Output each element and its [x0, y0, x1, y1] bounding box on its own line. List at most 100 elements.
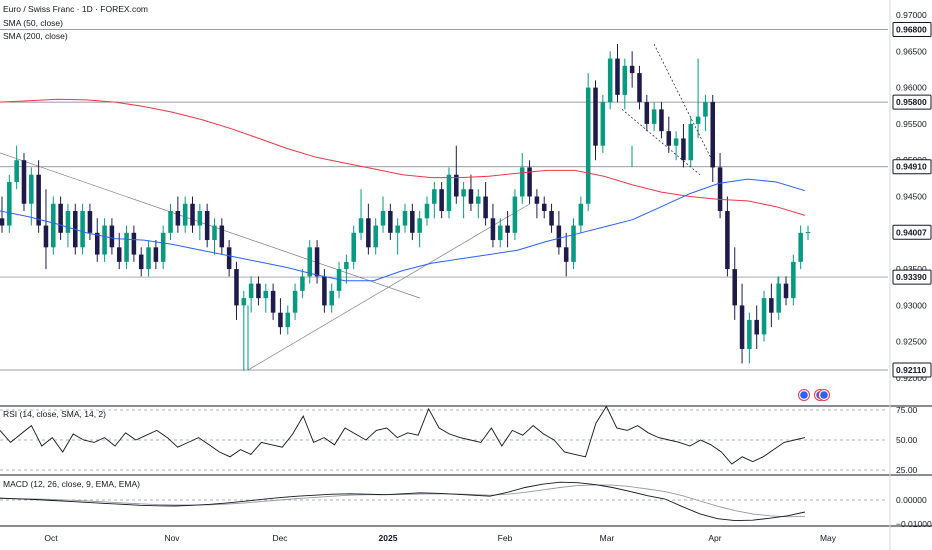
price-label-box	[892, 224, 932, 240]
candle-body	[226, 247, 232, 270]
candle-body	[703, 102, 708, 117]
price-tick-label: 0.97000	[896, 10, 927, 20]
price-label-box	[892, 159, 932, 175]
candle-body	[651, 109, 657, 124]
candle-body	[344, 261, 349, 270]
price-tick-label: 0.95500	[896, 119, 927, 129]
candle-body	[307, 247, 313, 277]
price-tick-label: 0.94500	[896, 192, 927, 202]
candle-body	[497, 225, 503, 241]
time-axis-label: Mar	[600, 533, 615, 543]
candle-body	[417, 218, 422, 233]
price-tick-label: 0.93000	[896, 300, 927, 310]
rsi-tick-label: 75.00	[896, 405, 918, 415]
candle-body	[285, 312, 291, 328]
candle-body	[732, 269, 737, 306]
descending-trendline	[0, 152, 421, 299]
candle-body	[585, 87, 591, 204]
candle-body	[87, 211, 93, 233]
candle-body	[615, 58, 620, 95]
candle-body	[747, 319, 752, 349]
macd-legend: MACD (12, 26, close, 9, EMA, EMA)	[3, 479, 140, 489]
candle-body	[432, 189, 437, 204]
ascending-trendline	[247, 203, 531, 371]
price-level-label: 0.92110	[896, 365, 927, 375]
candle-body	[468, 189, 474, 204]
candle-body	[292, 290, 298, 313]
price-tick-label: 0.92000	[896, 373, 927, 383]
macd-tick-label: −0.01000	[896, 519, 932, 529]
candle-body	[109, 225, 115, 248]
legend-sma50[interactable]: SMA (50, close)	[3, 18, 63, 28]
rsi-legend: RSI (14, close, SMA, 14, 2)	[3, 409, 106, 419]
candle-body	[776, 283, 781, 313]
candle-body	[36, 174, 41, 226]
candle-body	[534, 196, 540, 204]
price-level-label: 0.96800	[896, 25, 927, 35]
candle-body	[490, 218, 496, 241]
candle-body	[454, 174, 459, 197]
price-label-box	[892, 269, 932, 285]
candle-body	[58, 203, 63, 233]
macd-line	[0, 481, 806, 522]
price-tick-label: 0.96500	[896, 46, 927, 56]
candle-body	[527, 167, 532, 197]
macd-tick-label: 0.00000	[896, 495, 927, 505]
candle-body	[248, 283, 254, 299]
price-label-box	[892, 94, 932, 110]
candle-body	[541, 203, 547, 212]
sma200-line	[0, 98, 806, 216]
rsi-line	[0, 405, 806, 465]
event-marker-dot	[800, 391, 808, 399]
candle-body	[21, 160, 27, 204]
chart-title: Euro / Swiss Franc · 1D · FOREX.com	[3, 4, 148, 14]
candle-body	[102, 225, 107, 255]
candle-body	[695, 116, 701, 124]
sma50-line	[0, 178, 806, 282]
candle-body	[666, 131, 672, 146]
candle-body	[153, 247, 159, 262]
candle-body	[351, 232, 356, 262]
current-price-label: 0.94007	[896, 227, 927, 237]
candle-body	[160, 232, 166, 262]
candle-body	[329, 290, 334, 306]
candle-body	[402, 211, 408, 226]
candle-body	[270, 290, 276, 313]
candle-body	[373, 225, 378, 248]
candle-body	[263, 290, 269, 299]
candle-body	[739, 305, 745, 349]
candle-body	[410, 211, 415, 233]
time-axis-label: 2025	[379, 533, 398, 543]
candle-body	[131, 232, 137, 255]
rsi-tick-label: 50.00	[896, 435, 918, 445]
candle-body	[7, 181, 12, 226]
candle-body	[512, 196, 518, 233]
candle-body	[190, 203, 195, 226]
legend-sma200[interactable]: SMA (200, close)	[3, 31, 68, 41]
candle-body	[769, 298, 774, 313]
candle-body	[563, 247, 569, 262]
candle-body	[204, 211, 210, 241]
candle-body	[380, 211, 386, 226]
candle-body	[300, 276, 305, 291]
candle-body	[791, 261, 796, 299]
candle-body	[80, 211, 85, 248]
candle-body	[644, 102, 650, 124]
candle-body	[212, 225, 217, 241]
candle-body	[571, 225, 576, 262]
time-axis-label: Oct	[44, 533, 58, 543]
candle-body	[476, 196, 481, 204]
candle-body	[446, 174, 452, 212]
time-axis-label: Feb	[498, 533, 513, 543]
channel-line	[621, 109, 701, 175]
candle-body	[0, 218, 5, 226]
candle-body	[278, 312, 283, 328]
candle-body	[51, 203, 56, 248]
candle-body	[725, 211, 730, 270]
candle-body	[175, 211, 181, 226]
candle-body	[556, 225, 562, 248]
candle-body	[761, 298, 767, 335]
candle-body	[637, 73, 642, 103]
candle-body	[65, 211, 71, 233]
